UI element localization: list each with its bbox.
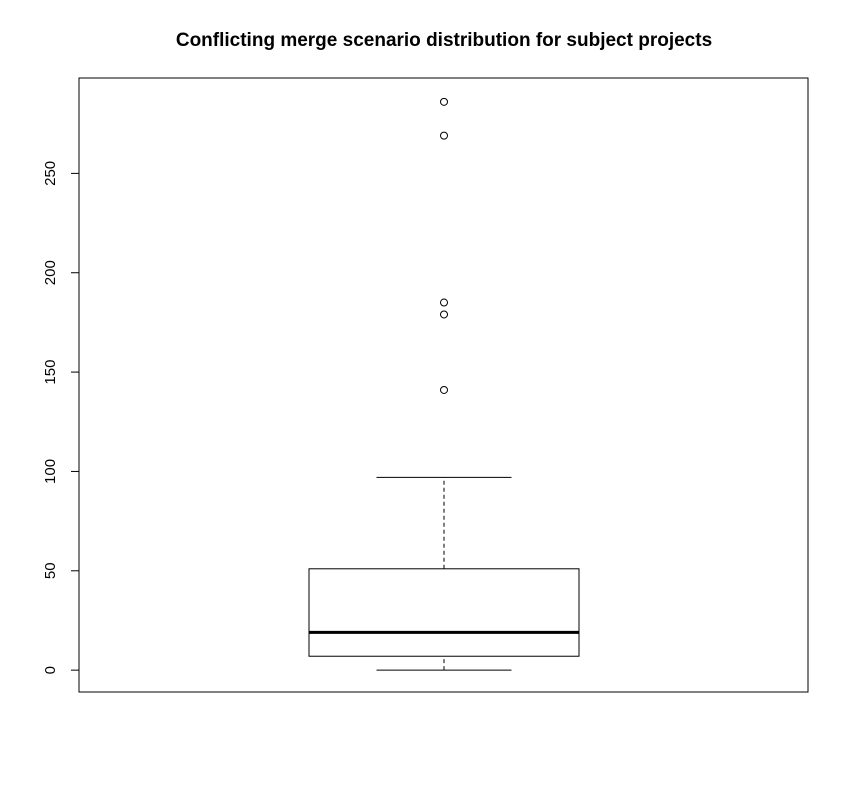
- outlier-point: [440, 385, 448, 394]
- y-tick-label: 250: [42, 161, 59, 186]
- outlier-point: [440, 298, 448, 307]
- outlier-point: [440, 310, 448, 319]
- iqr-box: [308, 568, 580, 657]
- y-tick-label: 0: [42, 666, 59, 674]
- y-tick-label: 200: [42, 260, 59, 285]
- outlier-point: [440, 131, 448, 140]
- y-tick-label: 100: [42, 459, 59, 484]
- box-marks: [308, 97, 580, 671]
- y-axis: 0 50 100 150 200 250: [42, 161, 80, 674]
- y-tick-label: 150: [42, 360, 59, 385]
- outlier-point: [440, 97, 448, 106]
- chart-title: Conflicting merge scenario distribution …: [176, 30, 712, 51]
- y-tick-label: 50: [42, 562, 59, 579]
